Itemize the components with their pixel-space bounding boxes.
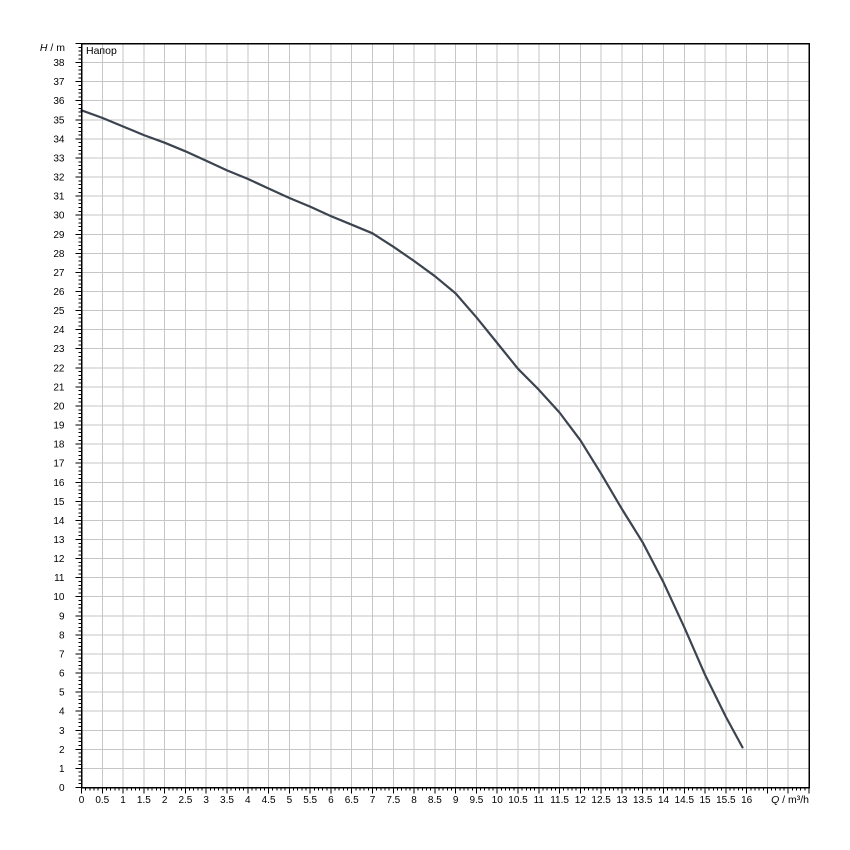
x-tick-label: 1.5 <box>137 795 151 806</box>
x-tick-label: 4.5 <box>262 795 276 806</box>
x-tick-label: 10.5 <box>508 795 528 806</box>
x-tick-label: 7.5 <box>386 795 400 806</box>
x-tick-label: 0 <box>79 795 85 806</box>
x-tick-label: 2.5 <box>178 795 192 806</box>
x-tick-label: 6.5 <box>345 795 359 806</box>
x-tick-label: 8 <box>411 795 417 806</box>
x-tick-label: 1 <box>120 795 126 806</box>
y-tick-label: 21 <box>53 382 65 393</box>
plot-border <box>80 42 810 789</box>
y-tick-label: 38 <box>53 58 65 69</box>
x-tick-label: 10 <box>492 795 504 806</box>
y-tick-label: 12 <box>53 554 65 565</box>
y-tick-label: 23 <box>53 344 65 355</box>
x-tick-label: 15.5 <box>716 795 736 806</box>
y-tick-label: 37 <box>53 77 65 88</box>
x-tick-label: 5 <box>287 795 293 806</box>
x-axis-unit-label: Q / m³/h <box>771 795 809 806</box>
x-tick-label: 5.5 <box>303 795 317 806</box>
y-axis-variable: H <box>39 42 48 54</box>
y-tick-label: 33 <box>53 153 65 164</box>
x-tick-label: 9 <box>453 795 459 806</box>
y-tick-label: 7 <box>59 649 65 660</box>
x-tick-label: 12.5 <box>591 795 611 806</box>
x-tick-label: 4 <box>245 795 251 806</box>
axis-ticks <box>75 43 810 794</box>
x-tick-label: 7 <box>370 795 376 806</box>
y-tick-label: 36 <box>53 96 65 107</box>
x-tick-label: 11 <box>534 795 545 806</box>
y-tick-label: 13 <box>53 535 65 546</box>
y-tick-label: 5 <box>59 688 65 699</box>
y-tick-label: 16 <box>53 478 65 489</box>
y-tick-label: 26 <box>53 287 65 298</box>
y-tick-label: 14 <box>53 516 65 527</box>
y-tick-label: 31 <box>53 192 65 203</box>
y-tick-label: 25 <box>53 306 65 317</box>
y-tick-label: 9 <box>59 611 65 622</box>
x-axis-unit: / m³/h <box>779 794 809 806</box>
y-tick-label: 19 <box>53 421 65 432</box>
x-tick-label: 13 <box>616 795 628 806</box>
y-tick-label: 11 <box>54 573 65 584</box>
x-tick-label: 2 <box>162 795 168 806</box>
x-tick-label: 0.5 <box>95 795 109 806</box>
y-tick-label: 0 <box>59 783 65 794</box>
x-tick-label: 11.5 <box>550 795 569 806</box>
y-tick-label: 10 <box>53 592 65 603</box>
y-tick-label: 18 <box>53 440 65 451</box>
y-tick-label: 15 <box>53 497 65 508</box>
y-tick-label: 4 <box>59 707 65 718</box>
x-tick-label: 3.5 <box>220 795 234 806</box>
y-tick-label: 35 <box>53 115 65 126</box>
y-tick-label: 17 <box>53 459 65 470</box>
curve-title: Напор <box>86 45 117 57</box>
y-axis-unit-label: H / m <box>40 43 65 54</box>
y-tick-label: 20 <box>53 401 65 412</box>
y-tick-label: 28 <box>53 249 65 260</box>
x-tick-label: 9.5 <box>469 795 483 806</box>
y-tick-label: 34 <box>53 134 65 145</box>
y-tick-label: 22 <box>53 363 65 374</box>
x-tick-label: 8.5 <box>428 795 442 806</box>
y-tick-label: 8 <box>59 630 65 641</box>
y-axis-unit: / m <box>47 42 65 54</box>
y-tick-label: 3 <box>59 726 65 737</box>
x-tick-label: 3 <box>203 795 209 806</box>
y-tick-label: 6 <box>59 669 65 680</box>
x-tick-label: 6 <box>328 795 334 806</box>
x-tick-label: 14.5 <box>675 795 695 806</box>
head-curve <box>80 109 744 749</box>
x-tick-label: 14 <box>658 795 670 806</box>
x-tick-label: 13.5 <box>633 795 653 806</box>
y-tick-label: 1 <box>59 764 65 775</box>
y-tick-label: 24 <box>53 325 65 336</box>
y-tick-label: 29 <box>53 230 65 241</box>
y-tick-label: 27 <box>53 268 65 279</box>
x-tick-label: 12 <box>575 795 587 806</box>
grid-lines <box>81 43 809 788</box>
y-tick-label: 2 <box>59 745 65 756</box>
y-tick-label: 30 <box>53 211 65 222</box>
x-axis-variable: Q <box>771 794 780 806</box>
x-tick-label: 15 <box>700 795 712 806</box>
y-tick-label: 32 <box>53 173 65 184</box>
x-tick-label: 16 <box>741 795 753 806</box>
tick-labels: 0 0.5 1 1.5 2 2.5 3 3.5 4 4.5 5 5.5 6 6.5 7 7.5 8 8.5 9 9.5… <box>53 58 752 806</box>
